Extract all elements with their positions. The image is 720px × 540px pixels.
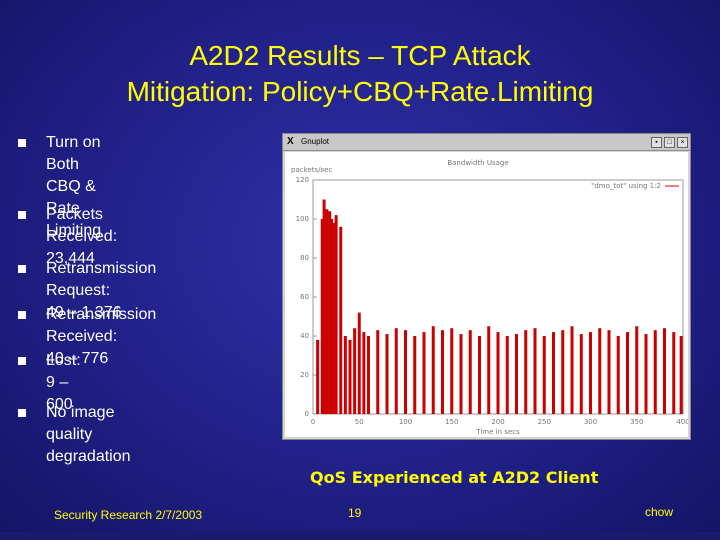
window-title: Gnuplot [301, 137, 330, 146]
chart-bar [552, 332, 555, 414]
chart-bar [524, 330, 528, 414]
chart-bar [343, 336, 347, 414]
chart-bar [679, 336, 683, 414]
bullet-square-icon [18, 211, 26, 219]
chart-bar [626, 332, 629, 414]
bandwidth-chart: 0 20 40 60 80 100 120 0 50 100 150 200 250 300 350 400 B… [291, 159, 688, 436]
bullet-text: No image quality degradation [46, 404, 131, 465]
y-tick-label: 20 [300, 371, 309, 379]
y-tick-label: 0 [305, 410, 309, 418]
x-tick-label: 400 [676, 418, 688, 426]
slide-title-line2: Mitigation: Policy+CBQ+Rate.Limiting [126, 76, 594, 107]
chart-bar [459, 334, 463, 414]
footer-left: Security Research 2/7/2003 [54, 508, 203, 522]
chart-bar [322, 199, 326, 414]
chart-bar [339, 226, 343, 414]
plot-area: 0 20 40 60 80 100 120 0 50 100 150 200 250 300 350 400 B… [285, 152, 688, 437]
close-button[interactable]: × [677, 137, 688, 148]
chart-bar [450, 328, 454, 414]
chart-bar [570, 326, 574, 414]
bullet-text: Turn on Both CBQ & Rate Limiting [46, 134, 102, 239]
bullet-square-icon [18, 311, 26, 319]
x-tick-label: 300 [584, 418, 597, 426]
y-axis-label: packets/sec [291, 166, 332, 174]
chart-bar [515, 334, 518, 414]
slide-title: A2D2 Results – TCP Attack Mitigation: Po… [0, 38, 720, 110]
x-tick-label: 350 [630, 418, 643, 426]
chart-bar [367, 336, 370, 414]
minimize-button[interactable]: ▪ [651, 137, 662, 148]
chart-bar [496, 332, 500, 414]
slide-number: 19 [348, 506, 362, 520]
x-tick-label: 250 [538, 418, 551, 426]
x-tick-label: 150 [445, 418, 458, 426]
chart-bar [653, 330, 657, 414]
y-tick-label: 60 [300, 293, 309, 301]
chart-bar [357, 312, 361, 414]
plot-title: Bandwidth Usage [447, 159, 508, 167]
chart-bar [672, 332, 676, 414]
chart-bar [505, 336, 509, 414]
x-tick-label: 0 [311, 418, 315, 426]
chart-bar [441, 330, 444, 414]
chart-bar [353, 328, 357, 414]
chart-bar [561, 330, 565, 414]
chart-bar [328, 211, 332, 414]
legend-label: "dmo_tot" using 1:2 [591, 182, 661, 190]
slide-title-line1: A2D2 Results – TCP Attack [189, 40, 531, 71]
chart-bar [663, 328, 666, 414]
chart-bar [320, 219, 324, 414]
y-tick-label: 100 [296, 215, 309, 223]
chart-bar [598, 328, 602, 414]
chart-bar [413, 336, 417, 414]
chart-bar [533, 328, 537, 414]
bullet-square-icon [18, 265, 26, 273]
chart-bar [616, 336, 620, 414]
chart-bar [394, 328, 398, 414]
x-logo-icon: X [287, 136, 294, 147]
chart-bar [487, 326, 491, 414]
bullet-text: Retransmission Received: 40 – 776 [46, 306, 157, 367]
chart-bar [316, 339, 320, 414]
chart-bar [579, 334, 583, 414]
chart-bar [422, 332, 426, 414]
chart-bar [431, 326, 435, 414]
chart-bar [635, 326, 639, 414]
bullet-text: Lost: 9 – 600 [46, 352, 81, 413]
bottom-bar [0, 532, 720, 540]
chart-bar [468, 330, 472, 414]
chart-bar [404, 330, 407, 414]
footer-author: chow [645, 505, 674, 519]
chart-bar [362, 332, 366, 414]
chart-bar [330, 219, 333, 414]
x-tick-label: 100 [399, 418, 412, 426]
bullet-square-icon [18, 139, 26, 147]
y-tick-label: 40 [300, 332, 309, 340]
maximize-button[interactable]: □ [664, 137, 675, 148]
chart-bar [325, 209, 329, 414]
bullet-square-icon [18, 409, 26, 417]
y-tick-label: 120 [296, 176, 309, 184]
bullet-text: Retransmission Request: 49 – 1,376 [46, 260, 157, 321]
chart-bar [385, 334, 389, 414]
chart-bar [589, 332, 592, 414]
chart-bar [542, 336, 546, 414]
bullet-square-icon [18, 357, 26, 365]
chart-bar [644, 334, 648, 414]
x-tick-label: 50 [355, 418, 364, 426]
window-titlebar[interactable]: X Gnuplot ▪ □ × [283, 134, 690, 151]
y-tick-label: 80 [300, 254, 309, 262]
bullet-text: Packets Received: 23,444 [46, 206, 118, 267]
figure-caption: QoS Experienced at A2D2 Client [310, 468, 599, 487]
chart-bar [348, 339, 352, 414]
chart-bar [334, 215, 338, 414]
gnuplot-window[interactable]: X Gnuplot ▪ □ × 0 20 40 60 80 100 120 0 50 100 150… [282, 133, 691, 440]
chart-bar [331, 222, 335, 414]
chart-bar [376, 330, 380, 414]
x-tick-label: 200 [491, 418, 504, 426]
chart-bar [607, 330, 611, 414]
x-axis-label: Time in secs [475, 428, 520, 436]
chart-bar [478, 336, 481, 414]
